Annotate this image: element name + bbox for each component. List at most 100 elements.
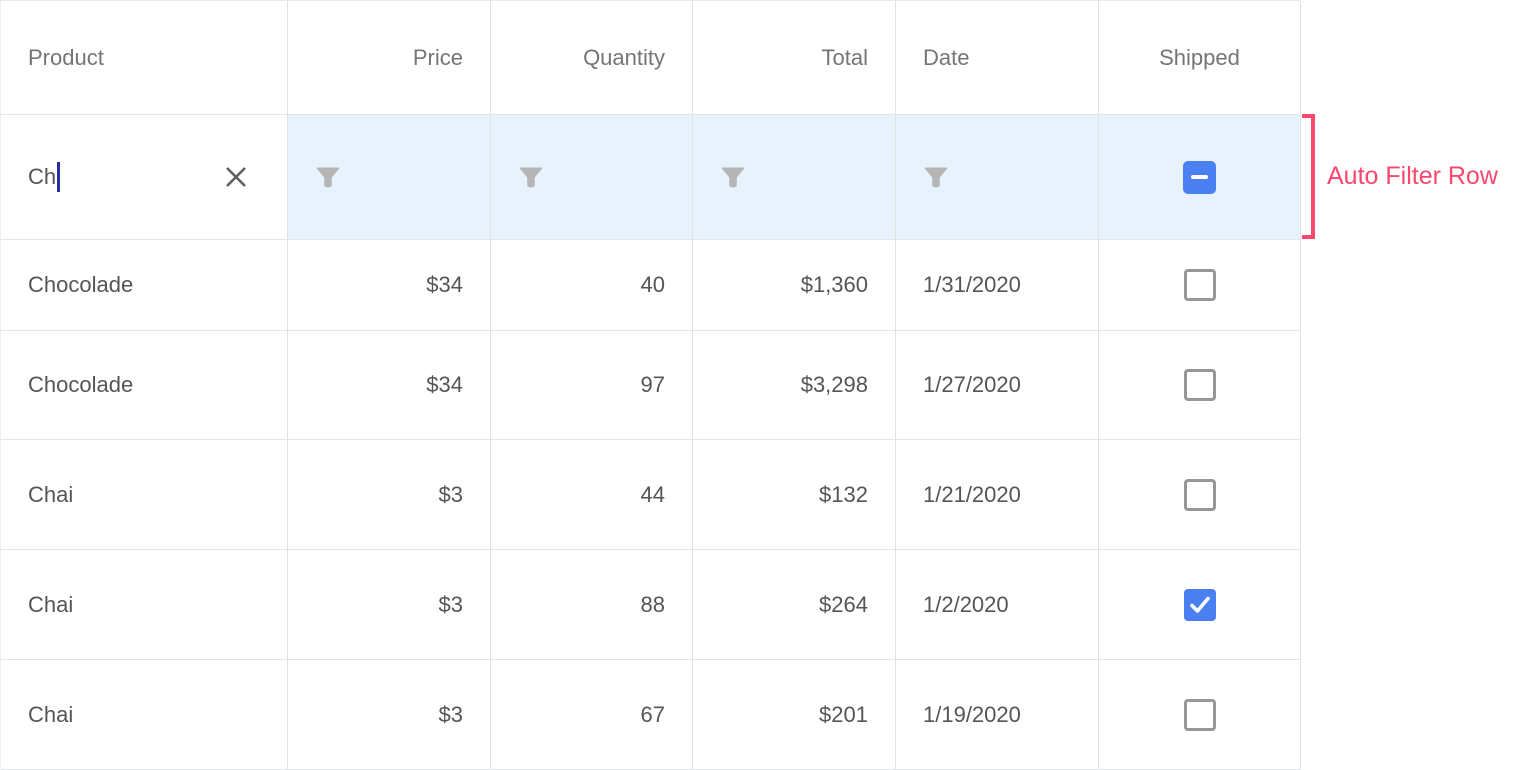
price-cell[interactable]: $34 (288, 331, 491, 439)
quantity-cell[interactable]: 67 (491, 660, 693, 769)
product-cell[interactable]: Chocolade (1, 331, 288, 439)
shipped-filter-cell[interactable] (1099, 115, 1301, 239)
table-row: Chai $3 44 $132 1/21/2020 (1, 440, 1301, 550)
date-filter-cell[interactable] (896, 115, 1099, 239)
column-header-price[interactable]: Price (288, 1, 491, 114)
shipped-checkbox[interactable] (1183, 588, 1216, 621)
filter-funnel-icon (316, 167, 340, 188)
header-row: Product Price Quantity Total Date Shippe… (1, 1, 1301, 115)
cell-text: 1/21/2020 (923, 481, 1021, 507)
quantity-cell[interactable]: 40 (491, 240, 693, 330)
product-filter-input[interactable]: Ch (1, 115, 288, 239)
cell-text: $132 (819, 481, 868, 507)
cell-text: $3 (438, 591, 463, 617)
clear-x-icon (226, 167, 246, 187)
filter-funnel-icon (924, 167, 948, 188)
quantity-cell[interactable]: 88 (491, 550, 693, 659)
filter-funnel-icon (519, 167, 543, 188)
price-filter-cell[interactable] (288, 115, 491, 239)
cell-text: 1/27/2020 (923, 372, 1021, 397)
product-filter-value: Ch (28, 164, 57, 189)
product-cell[interactable]: Chai (1, 550, 288, 659)
data-grid: Product Price Quantity Total Date Shippe… (0, 0, 1301, 770)
column-header-shipped[interactable]: Shipped (1099, 1, 1301, 114)
table-row: Chai $3 88 $264 1/2/2020 (1, 550, 1301, 660)
cell-text: 97 (640, 372, 665, 397)
quantity-cell[interactable]: 44 (491, 440, 693, 549)
table-row: Chocolade $34 97 $3,298 1/27/2020 (1, 331, 1301, 440)
cell-text: $3 (438, 701, 463, 727)
total-filter-cell[interactable] (693, 115, 896, 239)
cell-text: Chai (28, 591, 74, 617)
table-row: Chai $3 67 $201 1/19/2020 (1, 660, 1301, 770)
column-header-quantity[interactable]: Quantity (491, 1, 693, 114)
filter-funnel-icon (721, 167, 745, 188)
cell-text: 1/31/2020 (923, 272, 1021, 297)
shipped-checkbox[interactable] (1183, 369, 1216, 401)
column-header-label: Product (28, 44, 104, 70)
cell-text: Chocolade (28, 372, 134, 397)
cell-text: $201 (819, 701, 868, 727)
cell-text: 1/2/2020 (923, 591, 1009, 617)
date-cell[interactable]: 1/31/2020 (896, 240, 1099, 330)
annotation-bracket (1302, 114, 1315, 239)
quantity-cell[interactable]: 97 (491, 331, 693, 439)
cell-text: Chocolade (28, 272, 134, 297)
cell-text: Chai (28, 481, 74, 507)
quantity-filter-cell[interactable] (491, 115, 693, 239)
indeterminate-minus-icon (1191, 175, 1208, 179)
shipped-filter-checkbox-indeterminate[interactable] (1183, 160, 1216, 194)
product-cell[interactable]: Chai (1, 660, 288, 769)
cell-text: $1,360 (800, 272, 868, 297)
shipped-cell[interactable] (1099, 240, 1301, 330)
table-row: Chocolade $34 40 $1,360 1/31/2020 (1, 240, 1301, 331)
column-header-date[interactable]: Date (896, 1, 1099, 114)
column-header-label: Shipped (1159, 44, 1240, 70)
product-cell[interactable]: Chocolade (1, 240, 288, 330)
product-cell[interactable]: Chai (1, 440, 288, 549)
cell-text: 40 (640, 272, 665, 297)
column-header-label: Total (821, 44, 868, 70)
annotation-label-container: Auto Filter Row (1327, 114, 1498, 239)
cell-text: 44 (640, 481, 665, 507)
shipped-checkbox[interactable] (1183, 478, 1216, 511)
shipped-cell[interactable] (1099, 331, 1301, 439)
text-cursor (57, 162, 61, 192)
annotation-label: Auto Filter Row (1327, 162, 1498, 190)
total-cell[interactable]: $1,360 (693, 240, 896, 330)
cell-text: $3,298 (800, 372, 868, 397)
column-header-label: Quantity (583, 44, 665, 70)
total-cell[interactable]: $264 (693, 550, 896, 659)
date-cell[interactable]: 1/21/2020 (896, 440, 1099, 549)
cell-text: 1/19/2020 (923, 701, 1021, 727)
date-cell[interactable]: 1/27/2020 (896, 331, 1099, 439)
cell-text: $3 (438, 481, 463, 507)
price-cell[interactable]: $34 (288, 240, 491, 330)
column-header-label: Price (412, 44, 463, 70)
shipped-checkbox[interactable] (1183, 698, 1216, 731)
column-header-label: Date (923, 44, 970, 70)
shipped-cell[interactable] (1099, 440, 1301, 549)
column-header-total[interactable]: Total (693, 1, 896, 114)
date-cell[interactable]: 1/2/2020 (896, 550, 1099, 659)
auto-filter-row: Ch (1, 115, 1301, 240)
cell-text: 88 (640, 591, 665, 617)
cell-text: $264 (819, 591, 868, 617)
shipped-cell[interactable] (1099, 550, 1301, 659)
date-cell[interactable]: 1/19/2020 (896, 660, 1099, 769)
price-cell[interactable]: $3 (288, 550, 491, 659)
cell-text: $34 (426, 372, 463, 397)
total-cell[interactable]: $3,298 (693, 331, 896, 439)
clear-filter-button[interactable] (222, 163, 250, 191)
total-cell[interactable]: $201 (693, 660, 896, 769)
column-header-product[interactable]: Product (1, 1, 288, 114)
checkmark-icon (1189, 596, 1210, 613)
shipped-cell[interactable] (1099, 660, 1301, 769)
price-cell[interactable]: $3 (288, 660, 491, 769)
shipped-checkbox[interactable] (1183, 269, 1216, 301)
cell-text: $34 (426, 272, 463, 297)
price-cell[interactable]: $3 (288, 440, 491, 549)
cell-text: 67 (640, 701, 665, 727)
total-cell[interactable]: $132 (693, 440, 896, 549)
cell-text: Chai (28, 701, 74, 727)
